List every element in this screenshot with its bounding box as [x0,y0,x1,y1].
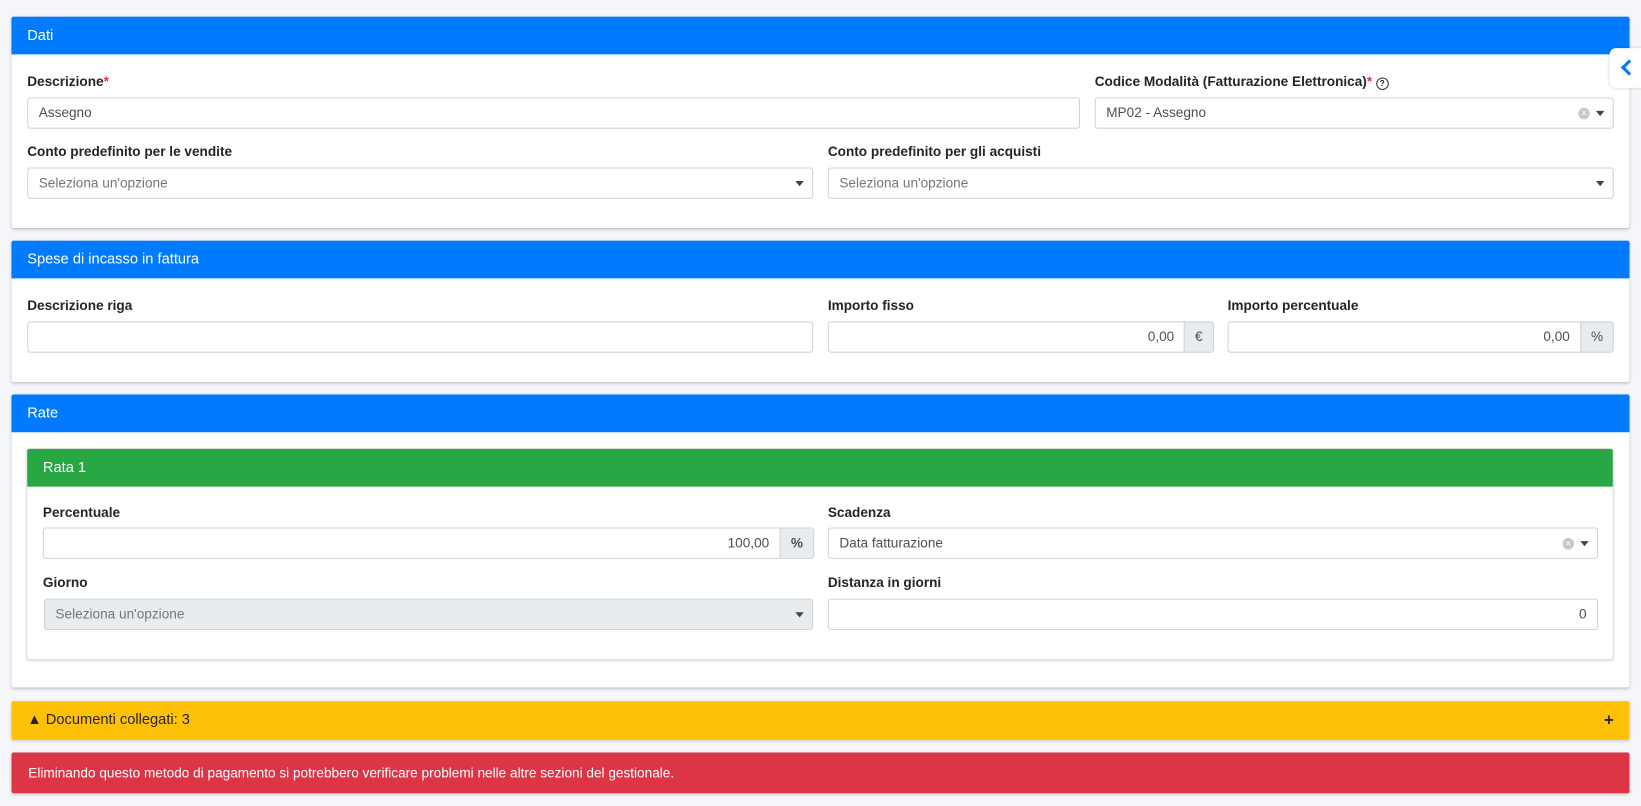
expand-icon[interactable]: + [1604,711,1614,730]
dati-card: Dati Descrizione* Assegno Codice Modalit… [11,16,1630,229]
rate-header: Rate [11,394,1630,433]
conto-vendite-select[interactable]: Seleziona un'opzione [27,167,814,199]
descrizione-label: Descrizione* [27,73,109,89]
chevron-down-icon [1596,110,1605,117]
giorno-label: Giorno [42,574,88,591]
importo-percentuale-input[interactable]: 0,00 [1227,321,1582,353]
importo-fisso-label: Importo fisso [827,297,915,313]
scadenza-select[interactable]: Data fatturazione × [827,527,1599,559]
percentuale-input[interactable]: 100,00 [42,527,781,559]
percent-addon: % [1580,321,1614,353]
rate-card: Rate Rata 1 Percentuale 100,00 % Scadenz… [11,394,1630,688]
percent-addon: % [779,527,815,559]
euro-addon: € [1183,321,1215,353]
clear-icon[interactable]: × [1562,537,1575,550]
rata-card: Rata 1 Percentuale 100,00 % Scadenza Dat… [27,448,1613,660]
codice-select[interactable]: MP02 - Assegno × [1094,97,1614,129]
scadenza-label: Scadenza [827,504,891,521]
descrizione-input[interactable]: Assegno [27,97,1081,129]
alert-text: Eliminando questo metodo di pagamento si… [28,765,675,781]
descrizione-riga-input[interactable] [27,321,814,353]
codice-label: Codice Modalità (Fatturazione Elettronic… [1095,73,1389,91]
conto-acquisti-label: Conto predefinito per gli acquisti [827,143,1041,160]
chevron-down-icon [795,181,804,187]
giorno-select[interactable]: Seleziona un'opzione [43,598,814,631]
chevron-down-icon [1580,541,1589,547]
spese-card: Spese di incasso in fattura Descrizione … [11,240,1630,382]
percentuale-label: Percentuale [42,504,121,521]
spese-header: Spese di incasso in fattura [11,240,1630,279]
distanza-input[interactable]: 0 [827,598,1599,631]
chevron-down-icon [795,612,804,618]
warning-icon: ▲ [27,710,42,728]
dati-header: Dati [11,16,1630,55]
importo-fisso-input[interactable]: 0,00 [827,321,1186,353]
rata-header: Rata 1 [27,448,1613,487]
clear-icon[interactable]: × [1578,107,1590,120]
chevron-down-icon [1596,181,1605,187]
conto-vendite-label: Conto predefinito per le vendite [27,143,233,160]
documenti-collegati-bar[interactable]: ▲ Documenti collegati: 3 + [11,701,1630,740]
descrizione-riga-label: Descrizione riga [27,297,133,313]
sidebar-toggle[interactable] [1609,48,1641,88]
help-icon[interactable]: ? [1375,77,1389,91]
chevron-left-icon [1620,59,1638,76]
conto-acquisti-select[interactable]: Seleziona un'opzione [827,167,1614,199]
documenti-label: Documenti collegati: 3 [45,710,190,728]
importo-percentuale-label: Importo percentuale [1227,297,1359,313]
danger-alert: Eliminando questo metodo di pagamento si… [11,752,1630,794]
distanza-label: Distanza in giorni [827,574,942,591]
